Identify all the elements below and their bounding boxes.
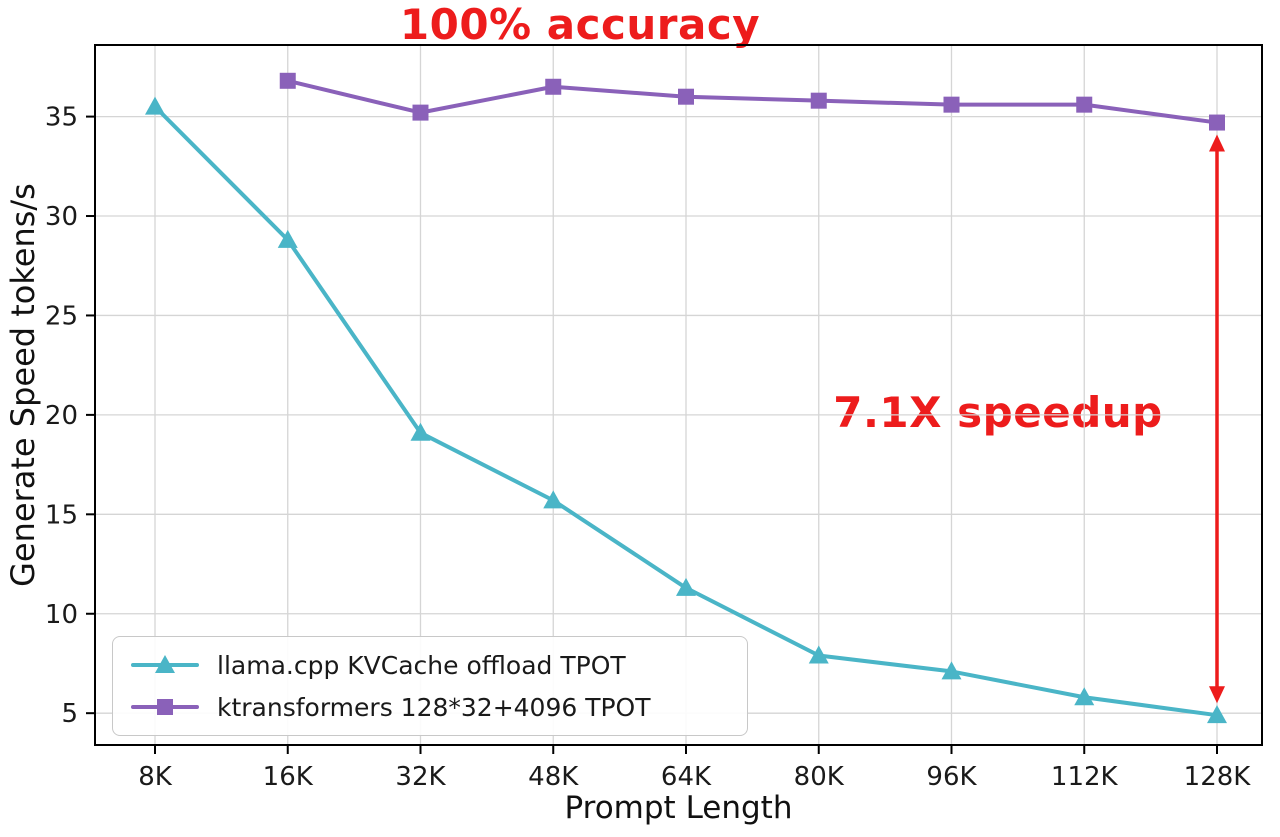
- svg-text:80K: 80K: [794, 762, 845, 792]
- svg-text:8K: 8K: [138, 762, 173, 792]
- svg-text:35: 35: [45, 103, 78, 133]
- legend-item-ktransformers: ktransformers 128*32+4096 TPOT: [129, 687, 731, 727]
- svg-text:25: 25: [45, 301, 78, 331]
- svg-text:64K: 64K: [661, 762, 712, 792]
- svg-text:15: 15: [45, 500, 78, 530]
- accuracy-annotation: 100% accuracy: [399, 0, 761, 49]
- legend-marker-llama-icon: [131, 655, 199, 673]
- svg-text:30: 30: [45, 202, 78, 232]
- legend-label-llama: llama.cpp KVCache offload TPOT: [217, 650, 626, 680]
- svg-text:112K: 112K: [1051, 762, 1119, 792]
- legend: llama.cpp KVCache offload TPOT ktransfor…: [112, 636, 748, 736]
- legend-item-llama: llama.cpp KVCache offload TPOT: [129, 645, 731, 685]
- svg-text:5: 5: [61, 699, 78, 729]
- legend-label-ktransformers: ktransformers 128*32+4096 TPOT: [217, 692, 651, 722]
- svg-text:128K: 128K: [1184, 762, 1252, 792]
- svg-text:10: 10: [45, 600, 78, 630]
- svg-text:96K: 96K: [926, 762, 977, 792]
- svg-text:32K: 32K: [395, 762, 446, 792]
- svg-text:16K: 16K: [263, 762, 314, 792]
- svg-text:48K: 48K: [528, 762, 579, 792]
- svg-text:20: 20: [45, 401, 78, 431]
- x-axis-label: Prompt Length: [564, 790, 793, 826]
- legend-marker-ktransformers-icon: [131, 699, 199, 715]
- speedup-annotation: 7.1X speedup: [833, 388, 1163, 437]
